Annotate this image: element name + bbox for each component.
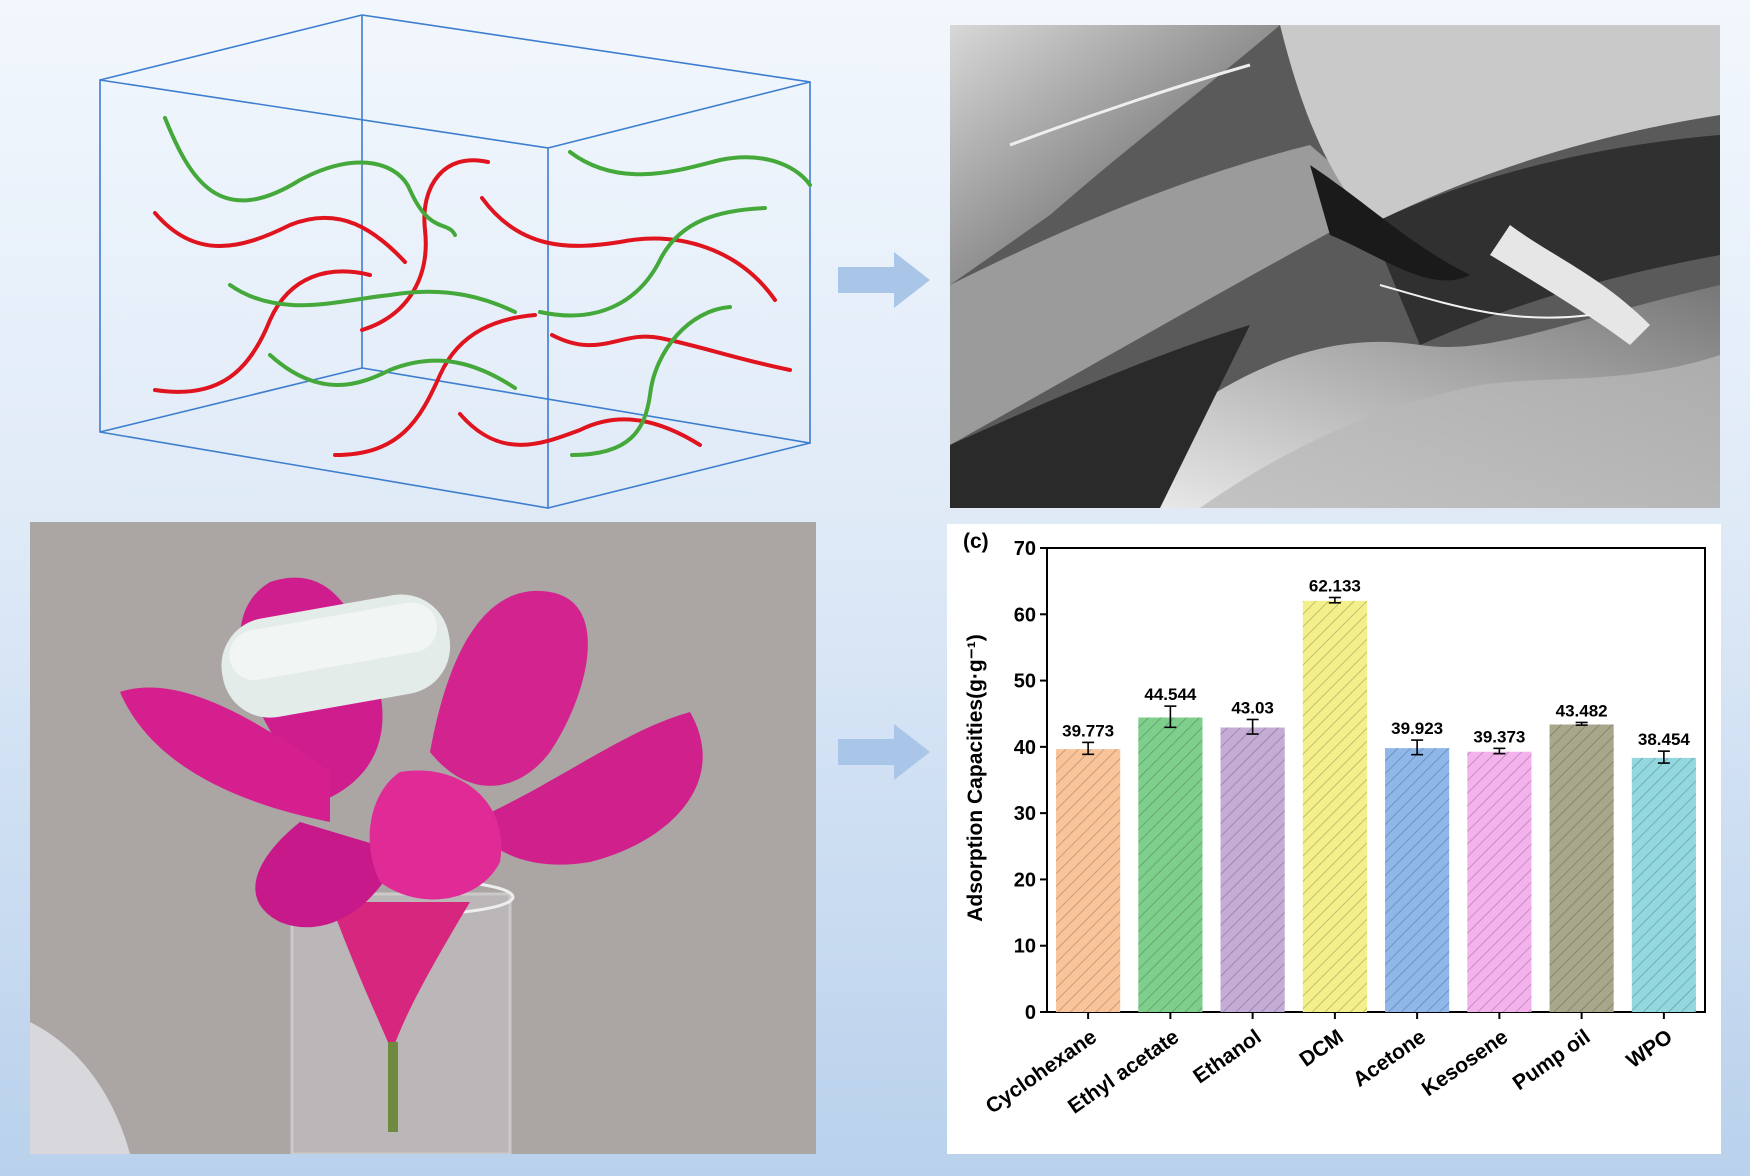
bar-hatch <box>1467 751 1532 1012</box>
data-label: 43.482 <box>1556 701 1608 720</box>
y-tick-label: 20 <box>1014 869 1036 891</box>
fiber-network-schematic <box>0 0 840 515</box>
data-label: 39.373 <box>1473 727 1525 746</box>
bar-hatch <box>1549 723 1614 1012</box>
petal <box>369 770 502 900</box>
petal <box>430 590 588 786</box>
adsorption-bar-chart: (c) Adsorption Capacities(g·g⁻¹) 0 10 20 30… <box>947 524 1721 1154</box>
x-tick-label: WPO <box>1622 1025 1676 1073</box>
bar-hatch <box>1138 716 1203 1012</box>
x-tick-label: Ethanol <box>1189 1025 1265 1088</box>
data-label: 44.544 <box>1144 685 1197 704</box>
y-tick-label: 60 <box>1014 604 1036 626</box>
box-back-edges <box>361 14 811 444</box>
petal <box>120 687 330 822</box>
data-label: 43.03 <box>1231 698 1274 717</box>
data-label: 38.454 <box>1638 730 1691 749</box>
y-tick-label: 70 <box>1014 538 1036 560</box>
sponge-on-flower-photo <box>30 522 816 1154</box>
y-tick-label: 0 <box>1025 1002 1036 1024</box>
plot-frame <box>1046 547 1706 1013</box>
data-label: 62.133 <box>1309 576 1361 595</box>
bar-hatch <box>1220 726 1285 1012</box>
sem-micrograph <box>950 25 1720 508</box>
petal <box>470 712 703 865</box>
panel-label: (c) <box>963 530 989 553</box>
x-tick-label: Pump oil <box>1509 1025 1595 1095</box>
bar-hatch <box>1056 748 1121 1012</box>
y-tick-label: 40 <box>1014 737 1036 759</box>
arrow-right-icon <box>838 724 930 785</box>
bar-hatch <box>1385 747 1450 1012</box>
petal <box>255 822 400 928</box>
data-label: 39.923 <box>1391 719 1443 738</box>
y-tick-label: 10 <box>1014 936 1036 958</box>
data-label: 39.773 <box>1062 721 1114 740</box>
arrow-right-icon <box>838 252 930 313</box>
y-tick-label: 50 <box>1014 671 1036 693</box>
red-fibers <box>153 158 792 457</box>
green-fibers <box>163 116 812 457</box>
y-axis-label: Adsorption Capacities(g·g⁻¹) <box>964 634 987 922</box>
y-tick-label: 30 <box>1014 803 1036 825</box>
box-front-face <box>99 79 549 509</box>
bar-hatch <box>1302 600 1367 1012</box>
bar-hatch <box>1631 757 1696 1012</box>
x-tick-label: DCM <box>1295 1025 1347 1071</box>
sponge <box>221 594 451 718</box>
x-tick-label: Kesosene <box>1418 1025 1512 1101</box>
